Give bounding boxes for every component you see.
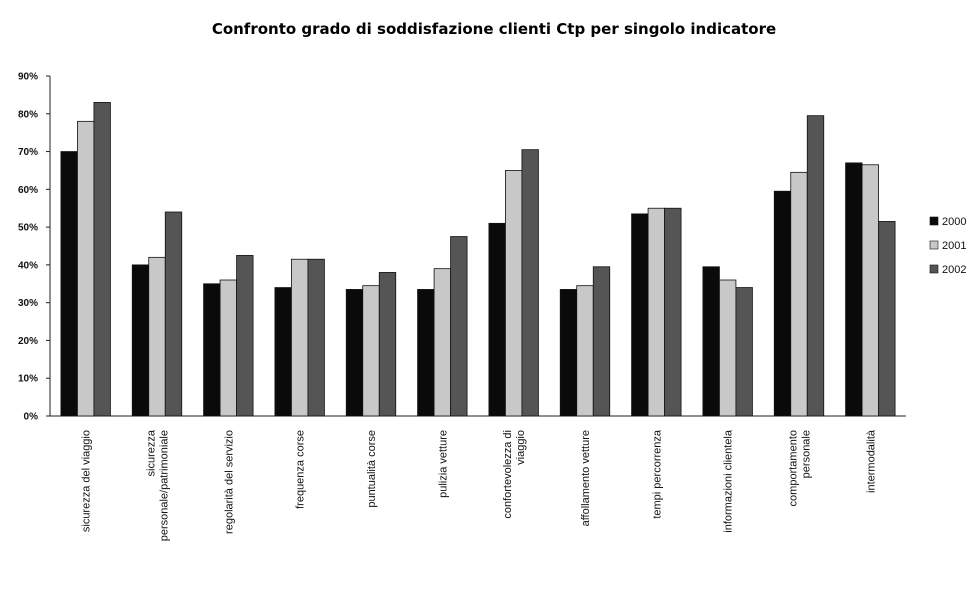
bar-2001-6 xyxy=(505,170,523,417)
y-tick-label: 90% xyxy=(18,72,38,83)
x-tick-label-line: frequenza corse xyxy=(295,430,307,509)
category-labels: sicurezza del viaggio sicurezzapersonale/… xyxy=(81,429,878,541)
x-tick-label-line: tempi percorrenza xyxy=(651,429,663,519)
bar-2002-9 xyxy=(735,287,753,417)
x-tick-label-line: personale xyxy=(801,430,813,478)
legend-swatch-2001 xyxy=(929,240,939,250)
bar-2002-2 xyxy=(236,255,254,417)
legend-label-2000: 2000 xyxy=(942,216,966,228)
x-tick-label-line: personale/patrimoniale xyxy=(159,430,171,541)
bar-2002-5 xyxy=(450,236,468,417)
x-tick-label-line: comportamento xyxy=(788,430,800,506)
legend-swatch-2000 xyxy=(929,216,939,226)
bar-2000-5 xyxy=(417,289,435,417)
y-tick-label: 30% xyxy=(18,298,38,309)
bar-2002-11 xyxy=(878,221,896,417)
y-tick-label: 50% xyxy=(18,223,38,234)
bar-2002-7 xyxy=(592,266,611,417)
bar-2002-1 xyxy=(164,211,183,417)
y-tick-label: 80% xyxy=(18,109,38,120)
y-axis: 0% 10% 20% 30% 40% 50% 60% 70% 80% 90% xyxy=(18,72,51,423)
bar-2001-11 xyxy=(861,164,879,417)
legend-swatch-2002 xyxy=(929,264,939,274)
x-tick-label: intermodalità xyxy=(865,429,877,493)
legend-label-2002: 2002 xyxy=(942,264,966,276)
chart-title: Confronto grado di soddisfazione clienti… xyxy=(212,20,776,38)
x-tick-label: puntualità corse xyxy=(366,430,378,508)
bar-2002-0 xyxy=(93,102,111,417)
y-tick-label: 20% xyxy=(18,336,38,347)
bar-2001-8 xyxy=(647,207,665,417)
bar-2000-9 xyxy=(702,266,720,417)
y-tick-label: 40% xyxy=(18,260,38,271)
y-tick-label: 10% xyxy=(18,374,38,385)
x-tick-label-line: puntualità corse xyxy=(366,430,378,508)
bar-2000-6 xyxy=(488,222,506,417)
y-tick-label: 70% xyxy=(18,147,38,158)
y-tick-label: 60% xyxy=(18,185,38,196)
x-tick-label: frequenza corse xyxy=(295,430,307,509)
bar-2002-10 xyxy=(806,115,825,417)
bar-2001-9 xyxy=(719,279,737,417)
bar-2001-1 xyxy=(148,256,166,417)
bar-2001-5 xyxy=(433,268,451,417)
bar-2001-7 xyxy=(576,285,594,417)
bar-2001-2 xyxy=(219,279,237,417)
x-tick-label: sicurezzapersonale/patrimoniale xyxy=(146,429,171,541)
bar-2000-8 xyxy=(631,213,649,417)
x-tick-label: confortevolezza diviaggio xyxy=(502,430,527,519)
x-tick-label-line: intermodalità xyxy=(865,429,877,493)
x-tick-label-line: confortevolezza di xyxy=(502,430,514,519)
bar-2000-2 xyxy=(203,283,221,417)
x-tick-label-line: sicurezza del viaggio xyxy=(81,430,93,532)
x-tick-label: informazioni clientela xyxy=(723,429,735,533)
x-tick-label: pulizia vetture xyxy=(437,430,449,498)
bar-2000-10 xyxy=(773,190,792,417)
x-tick-label-line: sicurezza xyxy=(146,429,158,476)
legend: 2000 2001 2002 xyxy=(929,216,966,276)
bar-2001-4 xyxy=(362,285,380,417)
x-tick-label-line: pulizia vetture xyxy=(437,430,449,498)
y-tick-label: 0% xyxy=(24,412,39,423)
bar-2002-8 xyxy=(664,207,682,417)
x-tick-label: comportamentopersonale xyxy=(788,430,813,506)
bar-2000-3 xyxy=(274,287,292,417)
x-tick-label-line: affollamento vetture xyxy=(580,430,592,526)
x-tick-label: affollamento vetture xyxy=(580,430,592,526)
x-tick-label: regolarità del servizio xyxy=(223,430,235,534)
x-tick-label-line: regolarità del servizio xyxy=(223,430,235,534)
bar-2000-11 xyxy=(845,162,863,417)
bar-2000-1 xyxy=(131,264,150,417)
x-tick-label: sicurezza del viaggio xyxy=(81,430,93,532)
bar-2002-6 xyxy=(521,149,539,417)
legend-label-2001: 2001 xyxy=(942,240,966,252)
bars xyxy=(60,102,896,417)
bar-2000-0 xyxy=(60,151,78,417)
bar-2002-3 xyxy=(307,258,325,417)
bar-2001-10 xyxy=(790,171,808,417)
x-tick-label-line: informazioni clientela xyxy=(723,429,735,533)
bar-2001-0 xyxy=(77,120,95,417)
x-tick-label: tempi percorrenza xyxy=(651,429,663,519)
x-tick-label-line: viaggio xyxy=(515,430,527,465)
bar-2001-3 xyxy=(291,258,309,417)
bar-2000-7 xyxy=(559,289,578,417)
bar-2002-4 xyxy=(378,272,397,417)
bar-2000-4 xyxy=(345,289,364,417)
